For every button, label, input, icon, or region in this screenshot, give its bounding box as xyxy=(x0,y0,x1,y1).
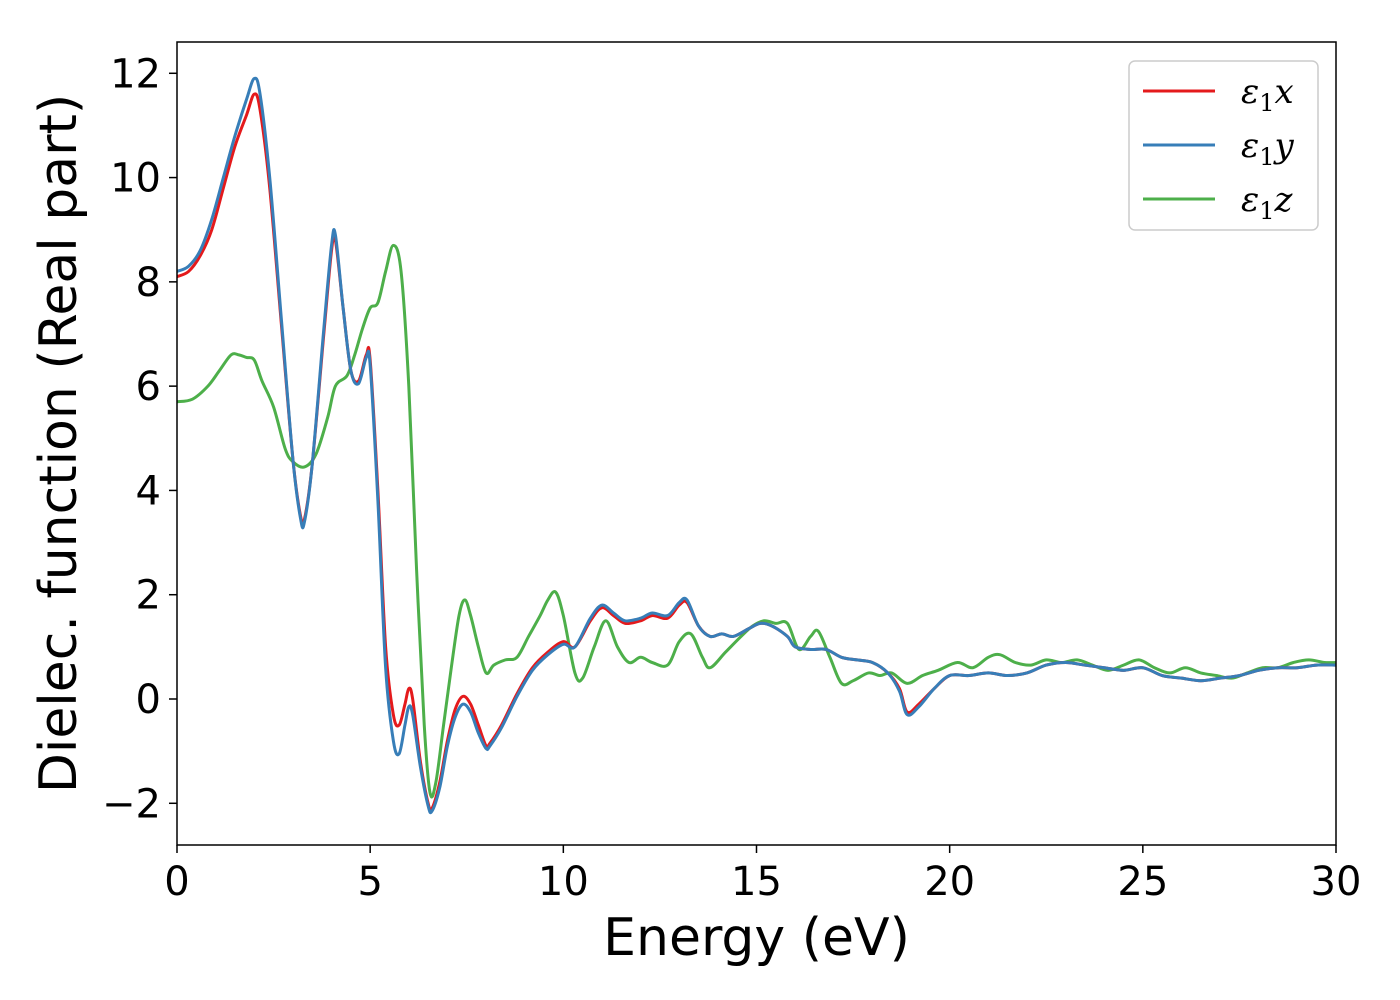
y-tick-label: 0 xyxy=(136,677,161,723)
series-line-y xyxy=(177,76,1336,815)
legend-items: ε1x ε1y ε1z xyxy=(1143,72,1295,225)
x-axis: 0 5 10 15 20 25 30 xyxy=(164,845,1361,905)
legend: ε1x ε1y ε1z xyxy=(1128,60,1319,231)
y-tick-label: −2 xyxy=(102,781,161,827)
x-tick-label: 0 xyxy=(164,859,189,905)
series-layer xyxy=(177,76,1336,815)
x-tick-label: 20 xyxy=(924,859,975,905)
x-tick-label: 10 xyxy=(538,859,589,905)
legend-item-x: ε1x xyxy=(1143,72,1294,117)
legend-item-z: ε1z xyxy=(1143,180,1294,225)
series-line-z xyxy=(177,243,1336,799)
x-tick-label: 5 xyxy=(357,859,382,905)
legend-box xyxy=(1128,60,1319,231)
y-tick-label: 4 xyxy=(136,468,161,514)
y-tick-label: 6 xyxy=(136,364,161,410)
y-tick-label: 2 xyxy=(136,573,161,619)
legend-label: ε1z xyxy=(1241,180,1294,225)
x-tick-label: 30 xyxy=(1311,859,1362,905)
x-axis-label: Energy (eV) xyxy=(603,908,910,968)
legend-label: ε1x xyxy=(1241,72,1294,117)
legend-item-y: ε1y xyxy=(1143,126,1295,171)
legend-label: ε1y xyxy=(1241,126,1295,171)
y-axis-label: Dielec. function (Real part) xyxy=(29,94,89,793)
y-tick-label: 10 xyxy=(110,156,161,202)
y-tick-label: 12 xyxy=(110,51,161,97)
x-tick-label: 15 xyxy=(731,859,782,905)
x-tick-label: 25 xyxy=(1117,859,1168,905)
y-tick-label: 8 xyxy=(136,260,161,306)
y-axis: −2 0 2 4 6 8 10 12 xyxy=(102,51,177,827)
